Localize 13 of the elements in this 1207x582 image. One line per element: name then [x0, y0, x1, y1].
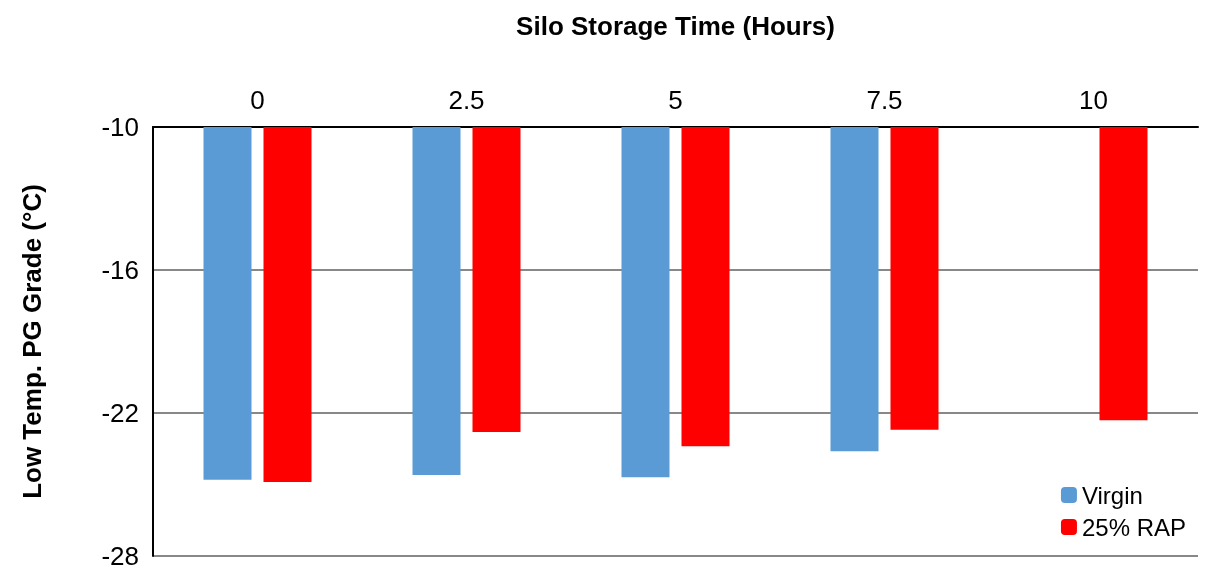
y-tick-label: -10 — [101, 112, 139, 142]
x-tick-label: 2.5 — [448, 85, 485, 115]
x-axis-title: Silo Storage Time (Hours) — [516, 11, 835, 41]
x-tick-label: 5 — [668, 85, 683, 115]
y-tick-label: -28 — [101, 541, 139, 571]
y-tick-label: -16 — [101, 255, 139, 285]
x-tick-label: 0 — [250, 85, 265, 115]
x-tick-label: 10 — [1079, 85, 1108, 115]
x-tick-label: 7.5 — [866, 85, 903, 115]
legend-label: 25% RAP — [1081, 513, 1187, 541]
legend-label: Virgin — [1081, 481, 1143, 509]
y-axis-title: Low Temp. PG Grade (°C) — [17, 184, 47, 499]
y-tick-label: -22 — [101, 398, 139, 428]
